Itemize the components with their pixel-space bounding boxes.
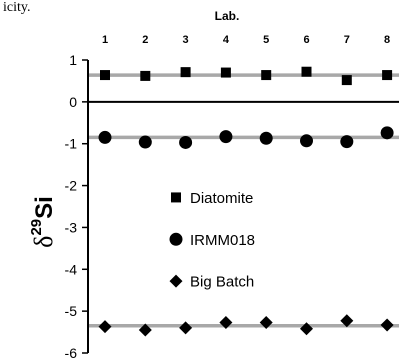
y-tick-label: -5	[65, 303, 78, 319]
y-tick-label: -4	[65, 261, 78, 277]
diatomite-point	[180, 67, 191, 78]
x-tick-label-2: 2	[142, 34, 148, 46]
x-tick-label-1: 1	[102, 34, 108, 46]
y-tick-label: 1	[69, 52, 77, 68]
legend-marker-diatomite	[171, 192, 181, 203]
irmm018-point	[300, 134, 313, 148]
y-axis-title-delta: δ	[29, 236, 58, 248]
irmm018-point	[259, 131, 273, 145]
legend-label-diatomite: Diatomite	[190, 190, 253, 207]
irmm018-point	[219, 130, 233, 144]
legend-label-big-batch: Big Batch	[190, 274, 254, 291]
x-tick-label-5: 5	[263, 34, 269, 46]
x-axis-title: Lab.	[215, 9, 240, 23]
legend-marker-big-batch	[169, 274, 183, 288]
big-batch-point	[98, 320, 112, 334]
legend-marker-irmm018	[169, 232, 183, 246]
y-axis-title: δ29Si	[28, 196, 58, 248]
y-tick-label: -1	[65, 136, 78, 152]
big-batch-point	[380, 318, 394, 332]
x-tick-label-8: 8	[384, 34, 390, 46]
partial-text: icity.	[3, 0, 31, 15]
irmm018-point	[179, 135, 193, 149]
big-batch-point	[179, 321, 193, 335]
diatomite-point	[220, 67, 231, 78]
y-tick-label: 0	[69, 94, 77, 110]
big-batch-point	[219, 315, 233, 329]
legend-label-irmm018: IRMM018	[190, 232, 255, 249]
y-tick-label: -2	[65, 178, 78, 194]
diatomite-point	[341, 75, 352, 86]
y-axis-title-si: Si	[31, 196, 58, 219]
big-batch-point	[138, 323, 152, 337]
diatomite-point	[140, 70, 151, 81]
irmm018-point	[98, 130, 112, 144]
diatomite-point	[261, 70, 272, 81]
big-batch-point	[259, 315, 273, 329]
big-batch-point	[340, 314, 354, 328]
irmm018-point	[380, 126, 394, 140]
y-axis-title-superscript: 29	[28, 219, 45, 236]
big-batch-point	[300, 322, 313, 336]
x-tick-label-7: 7	[344, 34, 350, 46]
y-tick-label: -6	[65, 345, 78, 360]
irmm018-point	[138, 135, 152, 149]
diatomite-point	[382, 70, 393, 81]
x-tick-label-6: 6	[303, 34, 309, 46]
x-tick-label-3: 3	[183, 34, 189, 46]
irmm018-point	[340, 135, 354, 149]
y-tick-label: -3	[65, 219, 78, 235]
x-tick-label-4: 4	[223, 34, 230, 46]
diatomite-point	[301, 66, 312, 77]
diatomite-point	[100, 70, 110, 81]
